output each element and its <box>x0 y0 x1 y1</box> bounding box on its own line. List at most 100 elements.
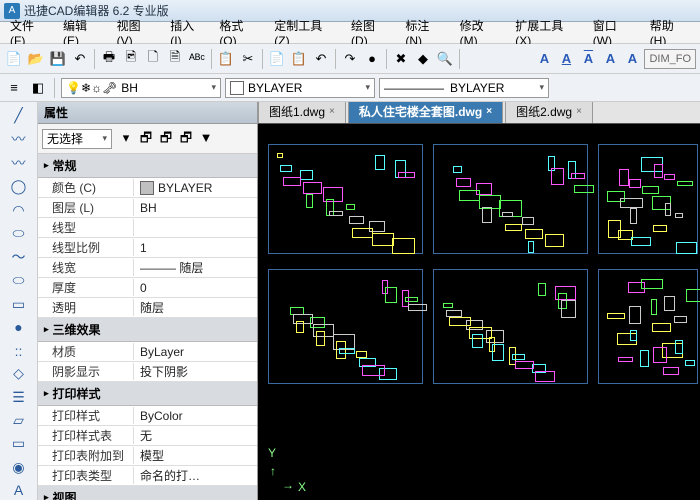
right-arrow-icon: → <box>282 478 294 492</box>
draw-tool[interactable]: ☰ <box>9 388 29 407</box>
panel-icon[interactable]: ≡ <box>4 78 24 98</box>
toolbar-button[interactable]: 🖶 <box>99 49 119 69</box>
prop-value[interactable]: 命名的打… <box>134 467 257 484</box>
draw-tool[interactable]: ◠ <box>9 201 29 220</box>
prop-value[interactable]: BH <box>134 201 257 215</box>
draw-tool[interactable]: :: <box>9 341 29 360</box>
toolbar-button[interactable]: ↷ <box>340 49 360 69</box>
draw-tool[interactable]: ⬭ <box>9 224 29 243</box>
prop-row[interactable]: 打印表附加到模型 <box>38 446 257 466</box>
document-tab[interactable]: 图纸1.dwg× <box>258 102 346 123</box>
toolbar-button[interactable]: ✂ <box>238 49 258 69</box>
prop-group-header[interactable]: ▸三维效果 <box>38 318 257 342</box>
toolbar-button[interactable]: ᴬᴮᶜ <box>187 49 207 69</box>
prop-group-header[interactable]: ▸视图 <box>38 486 257 500</box>
close-icon[interactable]: × <box>486 106 492 117</box>
prop-value[interactable]: ByLayer <box>134 345 257 359</box>
draw-tool[interactable]: 〰 <box>9 153 29 173</box>
text-style-button[interactable]: A <box>578 49 598 69</box>
prop-tool-button[interactable]: ▼ <box>196 127 216 147</box>
toolbar-button[interactable]: 📋 <box>289 49 309 69</box>
prop-value[interactable]: 0 <box>134 281 257 295</box>
document-tab[interactable]: 图纸2.dwg× <box>505 102 593 123</box>
prop-value[interactable]: 1 <box>134 241 257 255</box>
draw-tool[interactable]: 〰 <box>9 129 29 149</box>
prop-row[interactable]: 透明随层 <box>38 298 257 318</box>
close-icon[interactable]: × <box>329 106 335 117</box>
toolbar-button[interactable]: ↶ <box>70 49 90 69</box>
prop-row[interactable]: 颜色 (C)BYLAYER <box>38 178 257 198</box>
linetype-combo[interactable]: ————— BYLAYER ▾ <box>379 78 549 98</box>
toolbar-button[interactable]: ● <box>362 49 382 69</box>
text-style-button[interactable]: A <box>556 49 576 69</box>
prop-row[interactable]: 线型比例1 <box>38 238 257 258</box>
layer-combo[interactable]: 💡 ❄ ☼ 🗝 BH ▾ <box>61 78 221 98</box>
prop-value[interactable]: 投下阴影 <box>134 363 257 380</box>
prop-row[interactable]: 阴影显示投下阴影 <box>38 362 257 382</box>
close-icon[interactable]: × <box>576 106 582 117</box>
toolbar-button[interactable]: 📄 <box>267 49 287 69</box>
text-style-button[interactable]: A <box>622 49 642 69</box>
toolbar-button[interactable]: 🗎 <box>165 49 185 69</box>
text-style-button[interactable]: A <box>600 49 620 69</box>
prop-row[interactable]: 厚度0 <box>38 278 257 298</box>
draw-tool[interactable]: ▭ <box>9 294 29 313</box>
toolbar-button[interactable]: ◆ <box>413 49 433 69</box>
draw-tool[interactable]: ◉ <box>9 457 29 476</box>
draw-tool[interactable]: ⬭ <box>9 271 29 290</box>
toolbar-button[interactable]: 🗋 <box>143 49 163 69</box>
draw-tool[interactable]: 〜 <box>9 247 29 267</box>
toolbar-button[interactable]: ✖ <box>391 49 411 69</box>
prop-value[interactable]: 随层 <box>134 299 257 316</box>
prop-value[interactable]: 模型 <box>134 447 257 464</box>
selection-combo[interactable]: 无选择 ▾ <box>42 129 112 149</box>
draw-tool[interactable]: ◯ <box>9 177 29 196</box>
draw-tool[interactable]: ▭ <box>9 434 29 453</box>
draw-tool[interactable]: A <box>9 481 29 500</box>
prop-value[interactable]: ByColor <box>134 409 257 423</box>
draw-tool[interactable]: ▱ <box>9 411 29 430</box>
prop-row[interactable]: 线型 <box>38 218 257 238</box>
prop-row[interactable]: 线宽——— 随层 <box>38 258 257 278</box>
prop-tool-button[interactable]: 🗗 <box>136 130 156 150</box>
toolbar-button[interactable]: ↶ <box>311 49 331 69</box>
chevron-down-icon: ▾ <box>102 133 107 144</box>
prop-tool-button[interactable]: 🗗 <box>156 130 176 150</box>
linetype-label: BYLAYER <box>450 81 504 95</box>
prop-value[interactable]: ——— 随层 <box>134 259 257 276</box>
toolbar-layer: ≡ ◧ 💡 ❄ ☼ 🗝 BH ▾ BYLAYER ▾ ————— BYLAYER… <box>0 74 700 102</box>
toolbar-button[interactable]: 📋 <box>216 49 236 69</box>
prop-row[interactable]: 打印样式表无 <box>38 426 257 446</box>
panel-icon[interactable]: ◧ <box>28 78 48 98</box>
text-style-button[interactable]: A <box>534 49 554 69</box>
chevron-down-icon: ▾ <box>365 82 370 93</box>
up-arrow-icon: ↑ <box>270 464 276 478</box>
draw-tool[interactable]: ╱ <box>9 106 29 125</box>
drawing-canvas[interactable]: Y ↑ → X <box>258 124 700 500</box>
prop-row[interactable]: 图层 (L)BH <box>38 198 257 218</box>
prop-tool-button[interactable]: 🗗 <box>176 130 196 150</box>
dim-combo[interactable]: DIM_FO <box>644 49 696 69</box>
prop-value[interactable]: BYLAYER <box>134 181 257 195</box>
prop-row[interactable]: 打印样式ByColor <box>38 406 257 426</box>
toolbar-button[interactable]: 🔍 <box>435 49 455 69</box>
prop-value[interactable]: 无 <box>134 427 257 444</box>
prop-tool-button[interactable]: ▾ <box>116 128 136 148</box>
prop-row[interactable]: 材质ByLayer <box>38 342 257 362</box>
prop-group-header[interactable]: ▸打印样式 <box>38 382 257 406</box>
color-combo[interactable]: BYLAYER ▾ <box>225 78 375 98</box>
prop-group-header[interactable]: ▸常规 <box>38 154 257 178</box>
toolbar-button[interactable]: 💾 <box>48 49 68 69</box>
prop-key: 透明 <box>38 299 134 316</box>
toolbar-button[interactable]: 🖻 <box>121 49 141 69</box>
color-label: BYLAYER <box>248 81 302 95</box>
document-tab[interactable]: 私人住宅楼全套图.dwg× <box>348 102 503 123</box>
prop-key: 颜色 (C) <box>38 179 134 196</box>
prop-row[interactable]: 打印表类型命名的打… <box>38 466 257 486</box>
draw-tool[interactable]: ◇ <box>9 364 29 383</box>
draw-tool[interactable]: ● <box>9 318 29 337</box>
toolbar-button[interactable]: 📄 <box>4 49 24 69</box>
properties-panel: 属性 无选择 ▾ ▾🗗🗗🗗▼ ▸常规颜色 (C)BYLAYER图层 (L)BH线… <box>38 102 258 500</box>
toolbar-button[interactable]: 📂 <box>26 49 46 69</box>
sun-icon: ☼ <box>91 81 102 95</box>
